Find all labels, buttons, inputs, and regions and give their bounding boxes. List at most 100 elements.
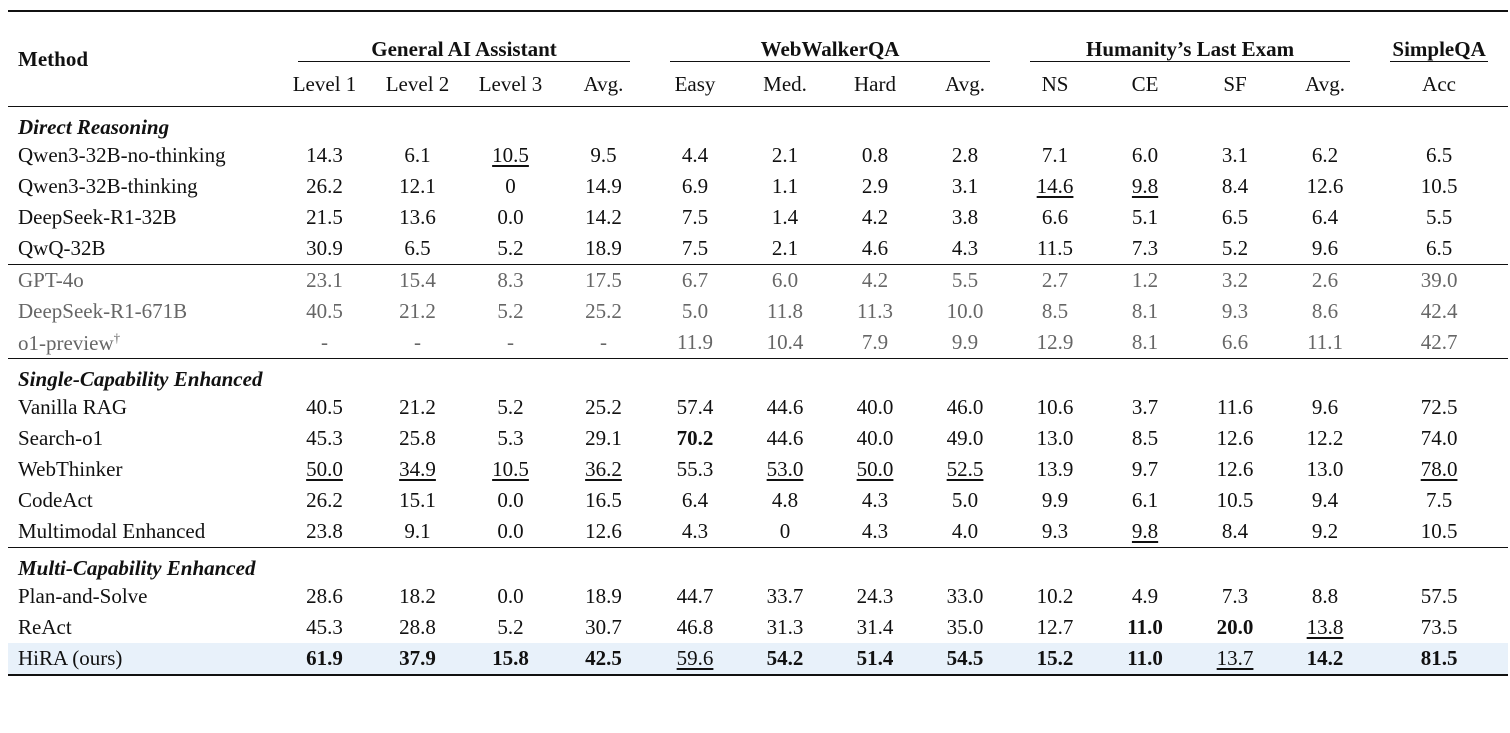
table-row: WebThinker 50.0 34.9 10.5 36.2 55.3 53.0 50.0 52… xyxy=(8,454,1508,485)
score-cell: - xyxy=(557,327,650,359)
score-cell: 10.4 xyxy=(740,327,830,359)
score-cell: 4.6 xyxy=(830,233,920,265)
score-cell: 14.2 xyxy=(557,202,650,233)
score-cell: - xyxy=(371,327,464,359)
score-value: 0 xyxy=(779,519,791,543)
score-value: 12.6 xyxy=(1216,457,1254,481)
score-cell: 25.8 xyxy=(371,423,464,454)
score-value: 10.5 xyxy=(492,457,529,481)
header-col: NS xyxy=(1041,71,1069,96)
score-cell: 54.2 xyxy=(740,643,831,676)
score-cell: 6.4 xyxy=(1280,202,1370,233)
score-value: 15.8 xyxy=(492,646,529,670)
score-cell: 6.5 xyxy=(1190,202,1280,233)
score-value: 8.1 xyxy=(1131,299,1159,323)
score-value: 72.5 xyxy=(1420,395,1458,419)
score-cell: 31.4 xyxy=(830,612,920,643)
score-value: 4.2 xyxy=(861,268,889,292)
score-value: 6.4 xyxy=(681,488,709,512)
score-cell: 4.3 xyxy=(830,516,920,548)
score-cell: 6.5 xyxy=(371,233,464,265)
score-cell: 2.6 xyxy=(1280,264,1371,296)
score-value: 14.2 xyxy=(585,205,622,229)
table-row: CodeAct 26.2 15.1 0.0 16.5 6.4 4.8 4.3 5.0 9.9 6.1… xyxy=(8,485,1508,516)
score-value: 21.5 xyxy=(306,205,343,229)
score-value: 11.3 xyxy=(857,299,893,323)
table-row: ReAct 45.3 28.8 5.2 30.7 46.8 31.3 31.4 35.0 12.7… xyxy=(8,612,1508,643)
method-name: ReAct xyxy=(8,612,278,643)
table-row: Plan-and-Solve 28.6 18.2 0.0 18.9 44.7 33.7 24.… xyxy=(8,581,1508,612)
score-cell: 2.1 xyxy=(740,233,830,265)
score-value: 9.8 xyxy=(1131,519,1159,543)
score-value: 0.8 xyxy=(861,143,889,167)
score-value: 81.5 xyxy=(1420,646,1458,670)
score-value: 20.0 xyxy=(1216,615,1254,639)
score-value: 12.1 xyxy=(399,174,436,198)
score-cell: 13.9 xyxy=(1010,454,1100,485)
score-value: 7.3 xyxy=(1221,584,1249,608)
score-cell: 9.8 xyxy=(1100,171,1190,202)
header-col: CE xyxy=(1131,71,1159,96)
score-cell: 12.6 xyxy=(1280,171,1370,202)
score-value: 61.9 xyxy=(306,646,343,670)
score-cell: 7.5 xyxy=(650,202,740,233)
score-value: 10.5 xyxy=(1420,174,1458,198)
score-cell: 5.2 xyxy=(464,612,557,643)
score-value: 1.2 xyxy=(1131,268,1159,292)
score-cell: 26.2 xyxy=(278,485,371,516)
score-value: 8.4 xyxy=(1221,174,1249,198)
score-cell: 11.0 xyxy=(1100,643,1191,676)
score-cell: 7.5 xyxy=(650,233,740,265)
score-value: 26.2 xyxy=(306,488,343,512)
method-name-text: Search-o1 xyxy=(18,426,104,450)
header-group-simpleqa: SimpleQA xyxy=(1370,10,1509,63)
score-cell: 0.0 xyxy=(464,581,557,612)
score-cell: 11.9 xyxy=(650,327,740,359)
score-cell: 12.9 xyxy=(1010,327,1100,359)
score-cell: 36.2 xyxy=(557,454,650,485)
score-cell: 6.5 xyxy=(1370,140,1508,171)
score-cell: 40.5 xyxy=(278,296,371,327)
table-row: DeepSeek-R1-32B 21.5 13.6 0.0 14.2 7.5 1.4 4.2 3… xyxy=(8,202,1508,233)
score-cell: 4.4 xyxy=(650,140,740,171)
score-value: 5.3 xyxy=(497,426,524,450)
score-value: 7.5 xyxy=(681,236,709,260)
score-value: 52.5 xyxy=(946,457,984,481)
score-value: 9.5 xyxy=(590,143,617,167)
score-cell: 2.1 xyxy=(740,140,830,171)
score-value: 12.6 xyxy=(1216,426,1254,450)
score-value: 31.3 xyxy=(766,615,804,639)
score-value: 4.0 xyxy=(951,519,979,543)
score-cell: 15.2 xyxy=(1010,643,1101,676)
score-value: 9.8 xyxy=(1131,174,1159,198)
score-value: 21.2 xyxy=(399,395,436,419)
section-row: Single-Capability Enhanced xyxy=(8,358,1509,392)
score-value: 0.0 xyxy=(497,488,524,512)
score-cell: 10.5 xyxy=(464,454,557,485)
score-cell: 5.2 xyxy=(464,392,557,423)
score-cell: 15.8 xyxy=(464,643,557,676)
score-value: 4.3 xyxy=(681,519,709,543)
score-value: 0.0 xyxy=(497,205,524,229)
score-cell: 6.1 xyxy=(1100,485,1190,516)
results-table: Method General AI Assistant WebWalkerQA … xyxy=(8,10,1509,676)
score-value: 10.5 xyxy=(1420,519,1458,543)
score-cell: 45.3 xyxy=(278,612,371,643)
score-value: 9.4 xyxy=(1311,488,1339,512)
score-value: 6.7 xyxy=(681,268,709,292)
score-value: 4.2 xyxy=(861,205,889,229)
score-cell: 9.1 xyxy=(371,516,464,548)
score-value: 18.9 xyxy=(585,236,622,260)
header-col: SF xyxy=(1223,71,1247,96)
score-value: 2.1 xyxy=(771,143,799,167)
score-value: 9.3 xyxy=(1221,299,1249,323)
score-cell: 40.0 xyxy=(830,423,920,454)
score-cell: 29.1 xyxy=(557,423,650,454)
table-row: HiRA (ours) 61.9 37.9 15.8 42.5 59.6 54.2 51.4 5… xyxy=(8,643,1509,676)
score-cell: 0.8 xyxy=(830,140,920,171)
score-value: 25.2 xyxy=(585,299,622,323)
score-cell: 17.5 xyxy=(557,264,651,296)
score-cell: 7.5 xyxy=(1370,485,1508,516)
score-cell: 25.2 xyxy=(557,296,650,327)
header-group-gaia: General AI Assistant xyxy=(278,10,651,63)
